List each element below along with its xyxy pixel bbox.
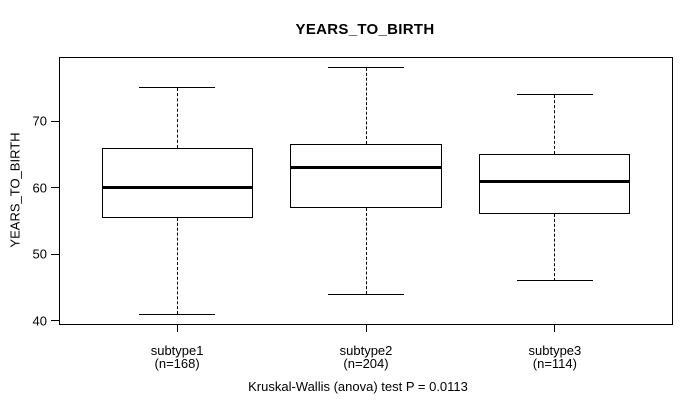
lower-whisker-cap [517,280,593,282]
lower-whisker-cap [328,293,404,295]
iqr-box [290,144,442,208]
y-tick-mark [51,320,59,322]
y-tick-mark [51,120,59,122]
chart-title: YEARS_TO_BIRTH [295,21,435,38]
group-label: subtype2 (n=204) [339,343,393,371]
group-label: subtype1 (n=168) [150,343,204,371]
x-tick-mark [554,325,556,332]
upper-whisker-line [365,67,367,145]
lower-whisker-line [365,207,367,295]
median-line [101,186,253,190]
iqr-box [101,147,253,218]
y-axis-label: YEARS_TO_BIRTH [7,132,23,248]
median-line [479,179,631,183]
y-tick-label: 60 [32,180,47,196]
stat-test-caption: Kruskal-Wallis (anova) test P = 0.0113 [248,379,468,394]
median-line [290,166,442,170]
x-tick-mark [176,325,178,332]
upper-whisker-cap [517,94,593,96]
y-tick-mark [51,253,59,255]
upper-whisker-line [554,94,556,155]
lower-whisker-line [554,214,556,281]
lower-whisker-cap [139,313,215,315]
y-tick-mark [51,187,59,189]
plot-area: 40 50 60 70 subtype1 (n=168) subtype2 (n=204)… [33,57,673,370]
upper-whisker-cap [328,67,404,69]
y-tick-label: 50 [32,246,47,262]
group-label: subtype3 (n=114) [528,343,582,371]
y-tick-label: 40 [32,313,47,329]
upper-whisker-line [176,87,178,148]
x-tick-mark [365,325,367,332]
lower-whisker-line [176,217,178,315]
y-tick-label: 70 [32,113,47,129]
upper-whisker-cap [139,87,215,89]
iqr-box [479,154,631,215]
